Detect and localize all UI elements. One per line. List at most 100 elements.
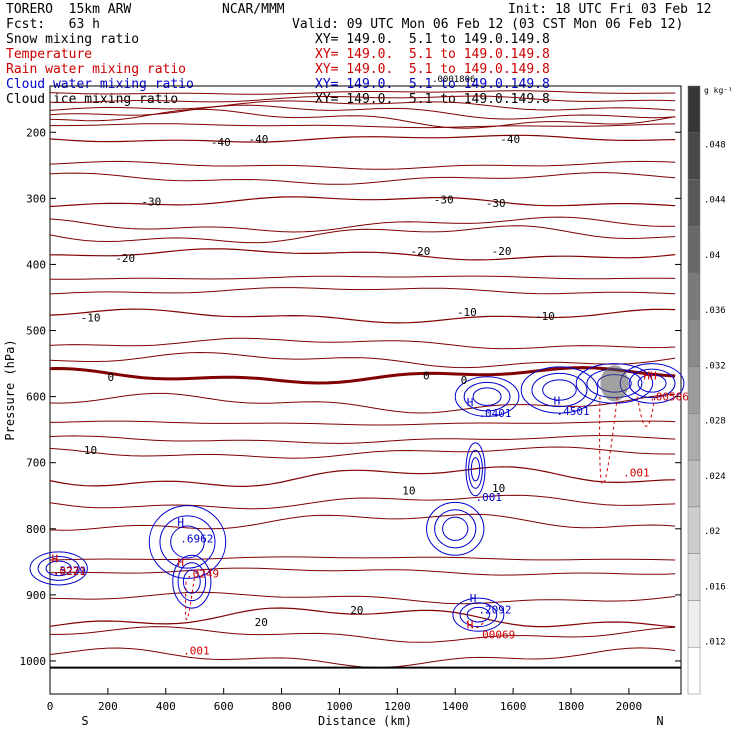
colorbar-tick-label: .036 (704, 306, 726, 316)
cloud-water-contour (575, 363, 654, 404)
y-axis-label: Pressure (hPa) (3, 339, 17, 440)
colorbar-tick-label: .028 (704, 417, 726, 427)
isotherm-line (49, 225, 676, 244)
isotherm-line (50, 626, 676, 643)
cloud-water-contours (29, 363, 685, 632)
colorbar-tick-label: .012 (704, 638, 726, 648)
colorbar-tick-label: .032 (704, 361, 726, 371)
x-axis: 0 200 400 600 800 1000 1200 1400 1600 1800 2000 (47, 666, 681, 713)
colorbar-tick-label: .024 (704, 472, 726, 482)
colorbar-segment (687, 366, 701, 414)
x-tick-label: 1200 (384, 700, 411, 713)
isotherm-label: -30 (486, 197, 506, 210)
isotherm-line (49, 392, 676, 414)
colorbar-segment (687, 600, 701, 648)
x-axis-label: Distance (km) (318, 714, 412, 728)
x-tick-label: 0 (47, 700, 54, 713)
colorbar-segment (687, 272, 701, 321)
colorbar-segment (687, 459, 701, 508)
y-tick-label: 1000 (20, 655, 47, 668)
isotherm-label: 10 (492, 482, 505, 495)
temperature-labels: -40 -40 -40 -30 -30 -30 -20 -20 -20 -10 -10 -10 0 0 0 1… (81, 133, 555, 629)
colorbar-tick-label: .048 (704, 140, 726, 150)
isotherm-line (49, 160, 676, 170)
isotherm-label: 0 (461, 374, 468, 387)
center-name: NCAR/MMM (222, 2, 285, 17)
colorbar-tick-label: .02 (704, 527, 720, 537)
cloud-water-contour (159, 515, 216, 569)
rain-water-label: .00069 (475, 629, 515, 642)
isotherm-label: -30 (434, 194, 454, 207)
isotherm-line (49, 172, 676, 185)
isotherm-label: -20 (115, 252, 135, 265)
cloud-water-contour (29, 551, 88, 586)
cloud-water-label: .6962 (180, 533, 213, 546)
colorbar-segment (687, 319, 701, 367)
isotherm--20 (49, 248, 676, 261)
cloud-water-label: .4501 (557, 405, 590, 418)
isotherm-label: -20 (411, 245, 431, 258)
cloud-water-contour (452, 597, 505, 632)
isotherm-line (49, 108, 676, 129)
rain-water-label: .0221 (53, 565, 86, 578)
cloud-water-label: .001 (475, 491, 502, 504)
cloud-water-contour (628, 368, 676, 399)
y-tick-label: 700 (26, 457, 46, 470)
isotherm-line (49, 567, 676, 576)
cloud-water-contour (472, 387, 502, 406)
x-tick-label: 1600 (500, 700, 527, 713)
rain-water-contour (599, 396, 618, 485)
isotherm-0 (49, 366, 676, 385)
cloud-water-contour (466, 606, 491, 623)
cloud-water-contour (470, 457, 481, 482)
colorbar-segment (687, 506, 701, 554)
isotherm-line (49, 275, 676, 280)
isotherm-line (49, 494, 676, 510)
cloud-water-contour (434, 509, 477, 549)
colorbar-tick-label: .044 (704, 196, 726, 206)
x-tick-label: 2000 (616, 700, 643, 713)
field-name: Cloud ice mixing ratio (6, 92, 179, 107)
max-marker: H (51, 553, 58, 566)
isotherm-line (49, 420, 676, 426)
snow-shading (600, 365, 629, 402)
cloud-water-contour (182, 569, 201, 594)
rain-water-contour (466, 621, 485, 629)
x-tick-label: 600 (214, 700, 234, 713)
cloud-water-contour (468, 449, 483, 489)
cloud-water-contour (542, 379, 577, 401)
cloud-water-label: .5279 (53, 564, 86, 577)
max-marker: H (467, 396, 474, 409)
field-xy-range: XY= 149.0. 5.1 to 149.0.149.8 (315, 62, 550, 77)
isotherm--40 (49, 134, 676, 143)
y-tick-label: 800 (26, 523, 46, 536)
isotherm-label: 20 (255, 616, 268, 629)
field-name: Snow mixing ratio (6, 32, 140, 47)
rain-water-label: .00506 (649, 391, 689, 404)
temperature-isotherms (49, 90, 676, 669)
cloud-water-contour (465, 442, 486, 497)
y-tick-label: 600 (26, 391, 46, 404)
isotherm-line (49, 287, 676, 295)
isotherm-line (49, 90, 676, 95)
isotherm--10 (49, 308, 676, 324)
cloud-water-contour (177, 562, 207, 602)
isotherm-line (49, 216, 676, 233)
mixing-ratio-labels: .6962 .0401 .4501 .001 .2092 .5279 .0249 .001 .0… (51, 75, 688, 657)
isotherm-label: -20 (492, 245, 512, 258)
cloud-water-contour (172, 554, 212, 609)
isotherm--30 (49, 196, 676, 208)
forecast-hour: Fcst: 63 h (6, 17, 100, 32)
field-xy-range: XY= 149.0. 5.1 to 149.0.149.8 (315, 32, 550, 47)
x-tick-label: 800 (272, 700, 292, 713)
cloud-water-contour (442, 516, 469, 541)
isotherm-line (49, 446, 676, 459)
y-tick-label: 300 (26, 192, 46, 205)
init-time: Init: 18 UTC Fri 03 Feb 12 (508, 2, 712, 17)
cloud-water-contour (520, 366, 599, 414)
y-tick-label: 900 (26, 589, 46, 602)
colorbar-segment (687, 646, 701, 695)
cloud-water-contour (170, 525, 205, 559)
